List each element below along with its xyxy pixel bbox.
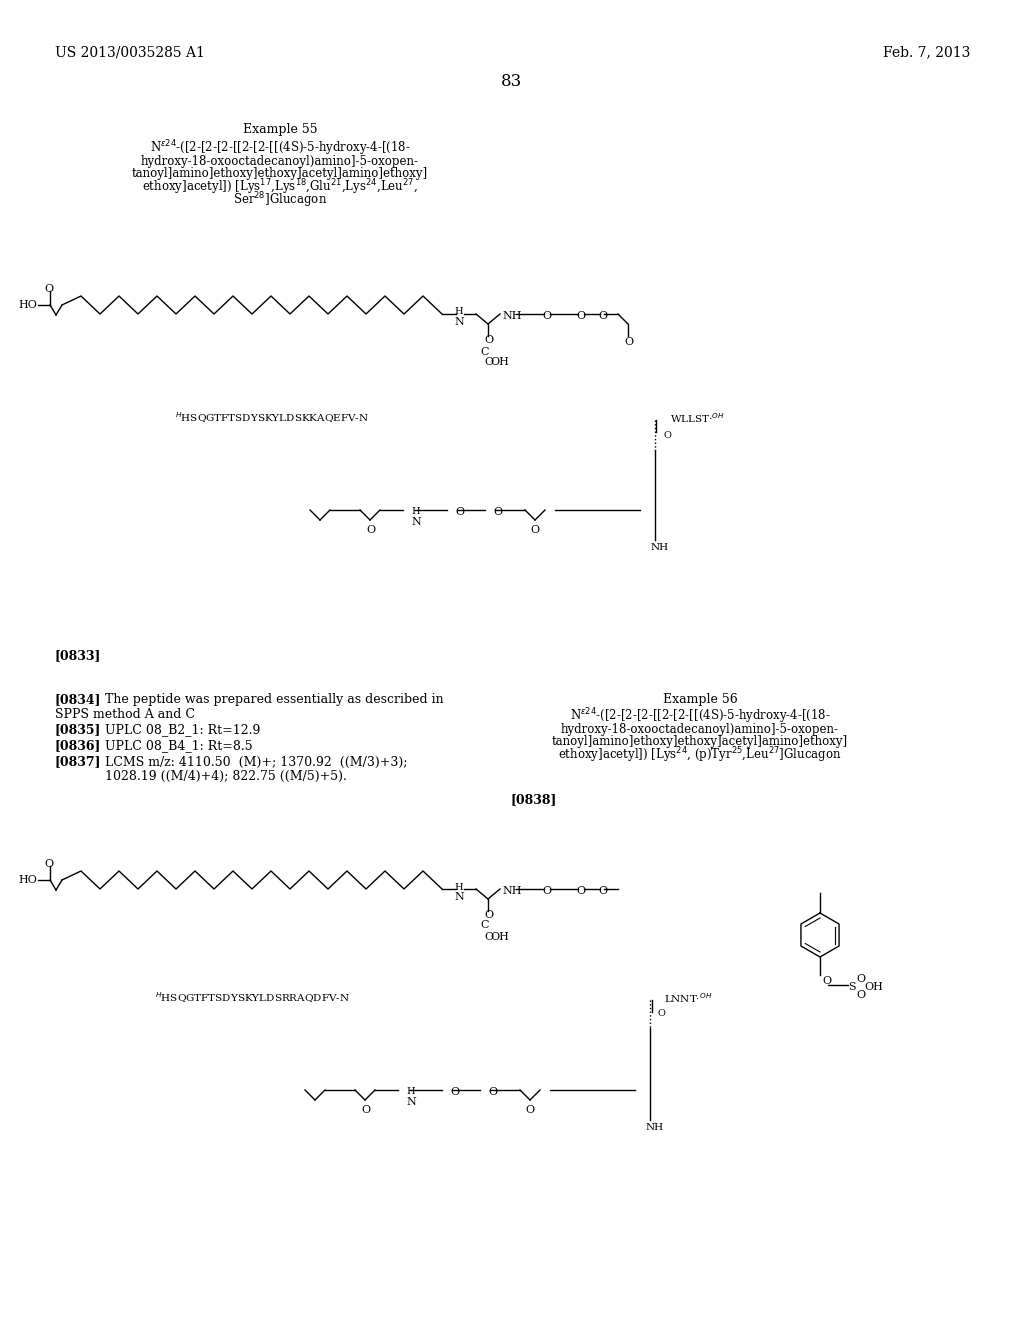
Text: OH: OH [490,932,509,942]
Text: C: C [480,347,488,356]
Text: HO: HO [18,875,37,884]
Text: O: O [856,990,865,1001]
Text: O: O [542,312,551,321]
Text: Example 55: Example 55 [243,124,317,136]
Text: $^H$HSQGTFTSDYSKYLDSRRAQDFV-N: $^H$HSQGTFTSDYSKYLDSRRAQDFV-N [155,991,350,1006]
Text: O: O [493,507,502,517]
Text: Feb. 7, 2013: Feb. 7, 2013 [883,45,970,59]
Text: UPLC 08_B2_1: Rt=12.9: UPLC 08_B2_1: Rt=12.9 [105,723,260,737]
Text: O: O [664,432,672,441]
Text: O: O [488,1086,497,1097]
Text: N: N [406,1097,416,1107]
Text: O: O [542,886,551,896]
Text: O: O [598,312,607,321]
Text: N: N [454,317,464,327]
Text: H: H [454,883,463,891]
Text: SPPS method A and C: SPPS method A and C [55,708,195,721]
Text: N: N [411,517,421,527]
Text: C: C [480,920,488,931]
Text: O: O [455,507,464,517]
Text: O: O [484,356,494,367]
Text: NH: NH [502,886,521,896]
Text: O: O [658,1010,666,1019]
Text: N: N [454,892,464,902]
Text: O: O [598,886,607,896]
Text: UPLC 08_B4_1: Rt=8.5: UPLC 08_B4_1: Rt=8.5 [105,739,253,752]
Text: 83: 83 [502,74,522,91]
Text: OH: OH [864,982,883,993]
Text: O: O [525,1105,535,1115]
Text: hydroxy-18-oxooctadecanoyl)amino]-5-oxopen-: hydroxy-18-oxooctadecanoyl)amino]-5-oxop… [561,722,839,735]
Text: OH: OH [490,356,509,367]
Text: O: O [366,525,375,535]
Text: NH: NH [502,312,521,321]
Text: H: H [411,507,420,516]
Text: Example 56: Example 56 [663,693,737,706]
Text: [0835]: [0835] [55,723,101,737]
Text: tanoyl]amino]ethoxy]ethoxy]acetyl]amino]ethoxy]: tanoyl]amino]ethoxy]ethoxy]acetyl]amino]… [552,735,848,748]
Text: O: O [575,886,585,896]
Text: [0838]: [0838] [510,793,556,807]
Text: NH: NH [651,544,669,553]
Text: O: O [44,284,53,294]
Text: O: O [361,1105,370,1115]
Text: tanoyl]amino]ethoxy]ethoxy]acetyl]amino]ethoxy]: tanoyl]amino]ethoxy]ethoxy]acetyl]amino]… [132,168,428,181]
Text: O: O [484,932,494,942]
Text: LNNT·$^{OH}$: LNNT·$^{OH}$ [664,991,713,1005]
Text: HO: HO [18,300,37,310]
Text: [0833]: [0833] [55,649,101,663]
Text: O: O [856,974,865,983]
Text: US 2013/0035285 A1: US 2013/0035285 A1 [55,45,205,59]
Text: N$^{\varepsilon24}$-([2-[2-[2-[[2-[2-[[(4S)-5-hydroxy-4-[(18-: N$^{\varepsilon24}$-([2-[2-[2-[[2-[2-[[(… [569,706,830,726]
Text: Ser$^{28}$]Glucagon: Ser$^{28}$]Glucagon [232,190,327,210]
Text: S: S [848,982,856,993]
Text: O: O [484,335,494,345]
Text: NH: NH [646,1123,665,1133]
Text: hydroxy-18-oxooctadecanoyl)amino]-5-oxopen-: hydroxy-18-oxooctadecanoyl)amino]-5-oxop… [141,154,419,168]
Text: O: O [575,312,585,321]
Text: O: O [624,337,633,347]
Text: The peptide was prepared essentially as described in: The peptide was prepared essentially as … [105,693,443,706]
Text: WLLST·$^{OH}$: WLLST·$^{OH}$ [670,411,725,425]
Text: O: O [44,859,53,869]
Text: O: O [530,525,539,535]
Text: O: O [450,1086,459,1097]
Text: H: H [454,308,463,317]
Text: [0836]: [0836] [55,739,101,752]
Text: 1028.19 ((M/4)+4); 822.75 ((M/5)+5).: 1028.19 ((M/4)+4); 822.75 ((M/5)+5). [105,770,347,783]
Text: ethoxy]acetyl]) [Lys$^{24}$, (p)Tyr$^{25}$,Leu$^{27}$]Glucagon: ethoxy]acetyl]) [Lys$^{24}$, (p)Tyr$^{25… [558,746,842,764]
Text: $^H$HSQGTFTSDYSKYLDSKKAQEFV-N: $^H$HSQGTFTSDYSKYLDSKKAQEFV-N [175,411,369,425]
Text: O: O [822,975,831,986]
Text: H: H [406,1088,415,1097]
Text: O: O [484,909,494,920]
Text: [0834]: [0834] [55,693,101,706]
Text: N$^{\varepsilon24}$-([2-[2-[2-[[2-[2-[[(4S)-5-hydroxy-4-[(18-: N$^{\varepsilon24}$-([2-[2-[2-[[2-[2-[[(… [150,139,411,158]
Text: [0837]: [0837] [55,755,101,768]
Text: LCMS m/z: 4110.50  (M)+; 1370.92  ((M/3)+3);: LCMS m/z: 4110.50 (M)+; 1370.92 ((M/3)+3… [105,755,408,768]
Text: ethoxy]acetyl]) [Lys$^{17}$,Lys$^{18}$,Glu$^{21}$,Lys$^{24}$,Leu$^{27}$,: ethoxy]acetyl]) [Lys$^{17}$,Lys$^{18}$,G… [142,177,418,197]
